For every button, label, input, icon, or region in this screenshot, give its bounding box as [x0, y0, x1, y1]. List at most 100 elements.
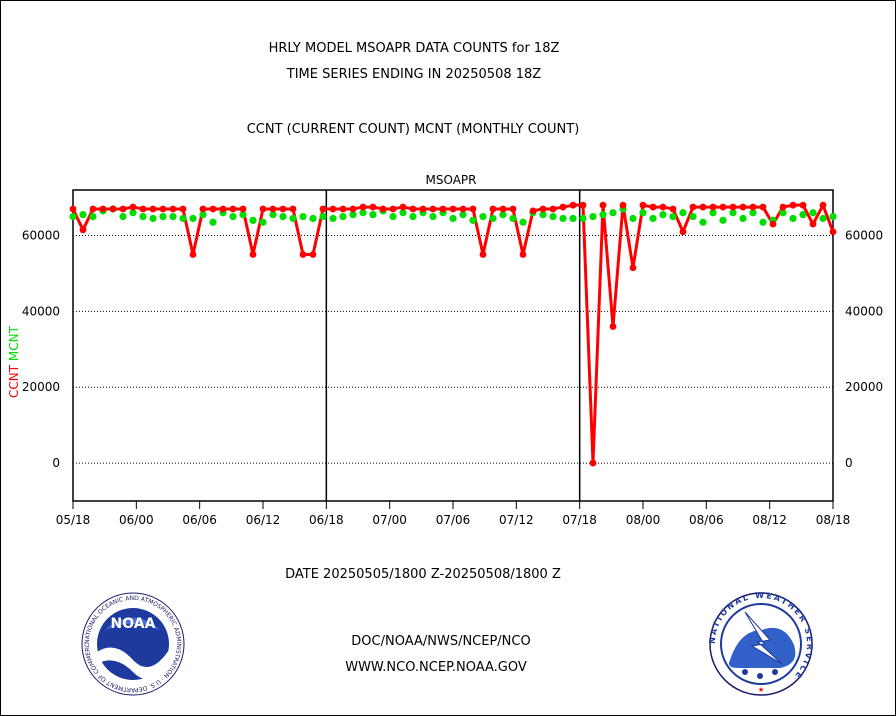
y-tick-label-right: 60000 [845, 229, 883, 243]
ccnt-series-line [71, 203, 835, 465]
mcnt-data-point [659, 211, 667, 219]
mcnt-data-point [589, 212, 597, 221]
ccnt-data-point [79, 226, 87, 234]
chart-title: MSOAPR [426, 173, 477, 187]
mcnt-data-point [329, 214, 337, 223]
y-tick-label-left: 20000 [22, 380, 60, 394]
mcnt-data-point [299, 212, 307, 221]
x-tick-label: 07/00 [372, 513, 407, 527]
ccnt-data-point [559, 203, 567, 211]
mcnt-data-point [89, 212, 97, 221]
x-axis-ticks: 05/18 06/00 06/06 06/12 06/18 07/00 07/06 07/12… [56, 501, 851, 527]
mcnt-data-point [639, 209, 647, 217]
mcnt-data-point [789, 214, 797, 223]
ccnt-data-point [799, 201, 807, 209]
mcnt-data-point [479, 212, 487, 221]
y-axis-label-mcnt: MCNT [7, 325, 21, 361]
mcnt-data-point [559, 214, 567, 223]
chart-header-line1: HRLY MODEL MSOAPR DATA COUNTS for 18Z [269, 41, 560, 56]
date-range-text: DATE 20250505/1800 Z-20250508/1800 Z [285, 567, 561, 582]
ccnt-data-point [409, 205, 417, 213]
ccnt-data-point [199, 205, 207, 213]
mcnt-data-point [169, 212, 177, 221]
mcnt-data-point [119, 212, 127, 221]
mcnt-data-point [189, 214, 197, 223]
ccnt-data-point [149, 205, 157, 213]
ccnt-data-point [739, 203, 747, 211]
ccnt-data-point [729, 203, 737, 211]
y-axis-ticks: 0 0 20000 20000 40000 40000 60000 60000 [22, 229, 883, 471]
noaa-ring-text: NATIONAL OCEANIC AND ATMOSPHERIC ADMINIS… [0, 0, 182, 693]
series-group [69, 201, 837, 467]
ccnt-data-point [489, 205, 497, 213]
ccnt-data-point [579, 201, 587, 209]
ccnt-data-point [459, 205, 467, 213]
mcnt-data-point [609, 209, 617, 217]
mcnt-data-point [599, 211, 607, 219]
y-axis-label-ccnt: CCNT [7, 364, 21, 398]
x-tick-label: 08/12 [752, 513, 787, 527]
x-tick-label: 08/18 [816, 513, 851, 527]
mcnt-data-point [629, 214, 637, 223]
mcnt-data-point [319, 212, 327, 221]
x-tick-label: 07/06 [436, 513, 471, 527]
mcnt-data-point [749, 209, 757, 217]
y-tick-label-right: 20000 [845, 380, 883, 394]
mcnt-data-point [179, 214, 187, 223]
ccnt-data-point [99, 205, 107, 213]
ccnt-data-point [209, 205, 217, 213]
y-tick-label-right: 40000 [845, 304, 883, 318]
mcnt-data-point [199, 211, 207, 219]
ccnt-data-point [719, 203, 727, 211]
mcnt-data-point [709, 209, 717, 217]
ccnt-data-point [539, 205, 547, 213]
ccnt-data-point [519, 251, 527, 258]
ccnt-data-point [139, 205, 147, 213]
ccnt-data-point [659, 203, 667, 211]
ccnt-data-point [359, 203, 367, 211]
x-tick-label: 07/12 [499, 513, 534, 527]
ccnt-data-point [169, 205, 177, 213]
ccnt-data-point [749, 203, 757, 211]
ccnt-data-point [239, 205, 247, 213]
ccnt-data-point [309, 251, 317, 258]
y-tick-label-left: 40000 [22, 304, 60, 318]
mcnt-data-point [159, 212, 167, 221]
mcnt-data-point [779, 209, 787, 217]
ccnt-data-point [269, 205, 277, 213]
noaa-logo-text: NOAA [111, 616, 156, 632]
ccnt-data-point [349, 205, 357, 213]
ccnt-data-point [549, 205, 557, 213]
mcnt-data-point [759, 218, 767, 226]
ccnt-data-point [399, 203, 407, 211]
ccnt-data-point [339, 205, 347, 213]
mcnt-data-point [669, 212, 677, 221]
mcnt-data-point [499, 211, 507, 219]
mcnt-data-point [399, 209, 407, 217]
ccnt-data-point [599, 201, 607, 209]
mcnt-data-point [149, 214, 157, 223]
x-tick-label: 06/06 [182, 513, 217, 527]
ccnt-data-point [509, 205, 517, 213]
mcnt-data-point [129, 209, 137, 217]
mcnt-data-point [139, 212, 147, 221]
ccnt-data-point [469, 205, 477, 213]
x-tick-label: 06/18 [309, 513, 344, 527]
mcnt-data-point [459, 211, 467, 219]
mcnt-data-point [309, 214, 317, 223]
ccnt-data-point [829, 228, 837, 236]
ccnt-data-point [329, 205, 337, 213]
ccnt-data-point [589, 459, 597, 467]
y-axis-label: CCNT MCNT [7, 325, 21, 398]
chart-header-line2: TIME SERIES ENDING IN 20250508 18Z [286, 67, 542, 82]
mcnt-data-point [579, 214, 587, 223]
mcnt-data-point [509, 214, 517, 223]
ccnt-data-point [709, 203, 717, 211]
mcnt-data-point [359, 209, 367, 217]
website-text: WWW.NCO.NCEP.NOAA.GOV [345, 660, 527, 675]
ccnt-data-point [429, 205, 437, 213]
mcnt-data-point [469, 216, 477, 224]
mcnt-data-point [569, 214, 577, 223]
mcnt-data-point [449, 214, 457, 223]
